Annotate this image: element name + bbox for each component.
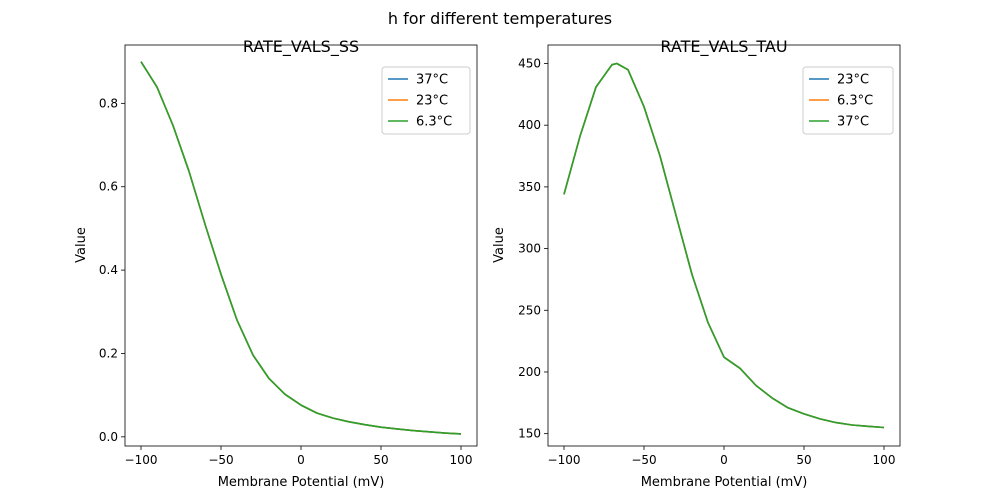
subplot-title: RATE_VALS_TAU <box>660 37 787 57</box>
y-tick-label: 150 <box>518 427 541 441</box>
legend-label: 37°C <box>416 73 448 88</box>
axes-frame <box>124 44 478 447</box>
legend-label: 37°C <box>837 115 869 130</box>
x-axis-label: Membrane Potential (mV) <box>218 475 385 490</box>
subplot-ss: RATE_VALS_SS Membrane Potential (mV) Val… <box>74 37 478 490</box>
y-tick-label: 250 <box>518 303 541 317</box>
legend-label: 6.3°C <box>837 94 873 109</box>
x-tick-label: −50 <box>631 453 656 467</box>
y-tick-label: 350 <box>518 180 541 194</box>
axes-frame <box>547 44 901 447</box>
y-tick-label: 0.6 <box>99 180 118 194</box>
y-tick-label: 0.8 <box>99 96 118 110</box>
y-axis-label: Value <box>492 227 507 263</box>
x-tick-label: 50 <box>373 453 388 467</box>
y-tick-label: 400 <box>518 118 541 132</box>
legend-box <box>381 66 471 135</box>
y-axis-label: Value <box>74 227 89 263</box>
x-tick-label: 100 <box>450 453 473 467</box>
legend-label: 6.3°C <box>416 115 452 130</box>
x-tick-label: −100 <box>548 453 581 467</box>
legend-label: 23°C <box>416 94 448 109</box>
y-tick-label: 300 <box>518 242 541 256</box>
x-tick-label: −100 <box>125 453 158 467</box>
x-tick-label: 50 <box>796 453 811 467</box>
x-tick-label: 0 <box>297 453 305 467</box>
legend-label: 23°C <box>837 73 869 88</box>
y-tick-label: 450 <box>518 57 541 71</box>
legend: 23°C 6.3°C 37°C <box>802 66 894 135</box>
legend: 37°C 23°C 6.3°C <box>381 66 471 135</box>
legend-box <box>802 66 894 135</box>
x-tick-label: −50 <box>208 453 233 467</box>
y-tick-label: 200 <box>518 365 541 379</box>
y-tick-label: 0.0 <box>99 430 118 444</box>
subplot-tau: RATE_VALS_TAU Membrane Potential (mV) Va… <box>492 37 901 490</box>
series-line-6.3°C <box>140 61 462 435</box>
x-axis-label: Membrane Potential (mV) <box>641 475 808 490</box>
figure-suptitle: h for different temperatures <box>388 9 612 28</box>
x-tick-label: 0 <box>720 453 728 467</box>
y-tick-label: 0.4 <box>99 263 118 277</box>
subplot-title: RATE_VALS_SS <box>243 37 359 57</box>
y-tick-label: 0.2 <box>99 346 118 360</box>
series-line-37°C <box>563 62 885 429</box>
x-tick-label: 100 <box>873 453 896 467</box>
